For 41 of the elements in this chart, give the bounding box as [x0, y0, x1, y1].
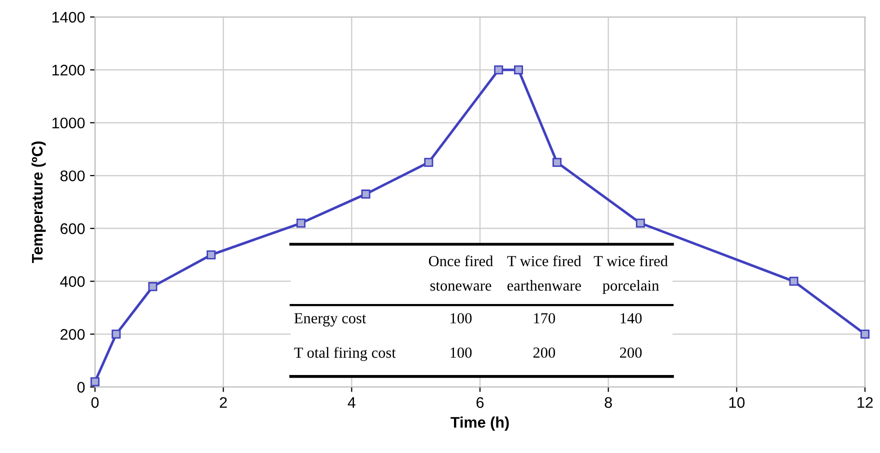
annotation: 100 [450, 313, 472, 324]
annotation: Energy cost [294, 313, 366, 327]
point [514, 65, 524, 74]
annotation: T wice fired porcelain [594, 255, 668, 294]
annotation: T wice fired earthenware [507, 255, 582, 291]
annotation: 200 [533, 347, 556, 358]
point [789, 276, 798, 286]
point [860, 330, 870, 339]
point [90, 377, 100, 386]
y-tick-label: 200 [60, 329, 85, 340]
y-tick-label: 1200 [52, 64, 85, 76]
x-tick-label: 10 [729, 397, 745, 408]
point [494, 65, 504, 74]
y-tick-label: 1000 [52, 118, 85, 128]
x-tick-label: 2 [220, 397, 227, 408]
x-tick-label: 4 [348, 397, 356, 408]
point [112, 330, 121, 339]
y-tick-label: 800 [60, 170, 85, 182]
annotation: 200 [620, 347, 642, 358]
y-axis-title: Temperature (ºC) [31, 142, 46, 264]
annotation: Once fired stoneware [428, 255, 494, 291]
y-tick-label: 1400 [52, 12, 85, 23]
annotation: 170 [534, 313, 556, 324]
point [361, 190, 370, 199]
point [424, 158, 434, 167]
x-tick-label: 12 [858, 397, 873, 408]
annotation: 140 [620, 313, 642, 324]
annotation: 100 [450, 347, 472, 358]
point [206, 250, 216, 260]
point [148, 282, 158, 292]
point [552, 158, 562, 167]
point [636, 218, 645, 228]
x-tick-label: 6 [476, 397, 484, 408]
y-tick-label: 400 [60, 276, 85, 287]
x-tick-label: 8 [604, 397, 612, 408]
x-axis-title: Time (h) [450, 416, 509, 431]
y-tick-label: 600 [60, 223, 85, 234]
x-tick-label: 0 [91, 397, 99, 408]
point [296, 218, 306, 228]
y-tick-label: 0 [77, 382, 85, 393]
annotation: T otal firing cost [294, 346, 396, 361]
